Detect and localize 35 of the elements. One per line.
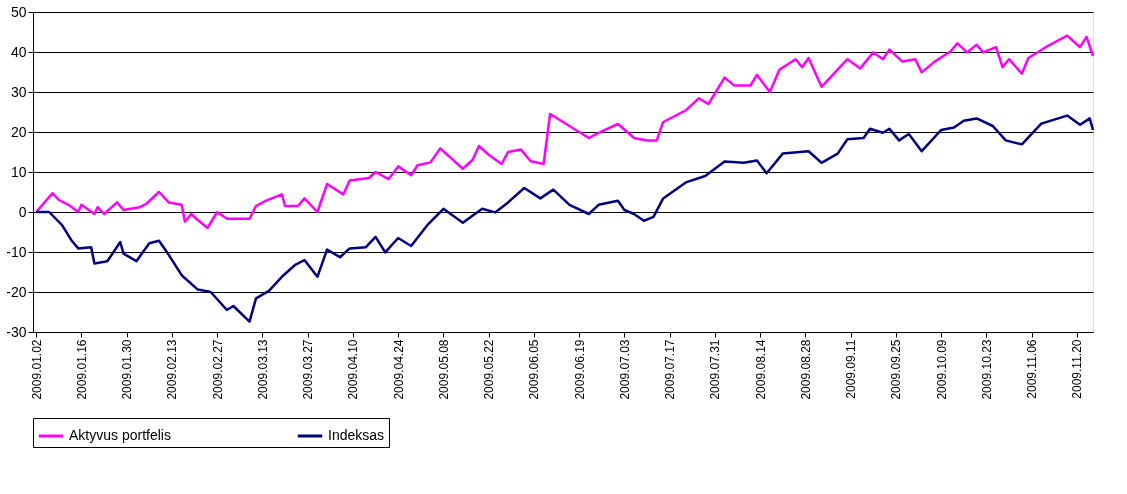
legend-label: Aktyvus portfelis [69, 427, 171, 443]
x-tick-label: 2009.03.27 [301, 339, 316, 400]
y-tick-label: 50 [10, 3, 27, 20]
y-tick-label: 20 [10, 123, 27, 140]
x-tick-label: 2009.07.03 [617, 339, 632, 400]
y-tick-label: 40 [10, 43, 27, 60]
x-tick-label: 2009.01.02 [29, 339, 44, 400]
x-tick-label: 2009.11.06 [1025, 339, 1040, 399]
x-tick-label: 2009.10.09 [934, 339, 949, 400]
x-tick-label: 2009.04.10 [346, 339, 361, 400]
y-tick-label: -10 [6, 243, 27, 260]
x-tick-label: 2009.08.28 [798, 339, 813, 400]
x-tick-label: 2009.06.19 [572, 339, 587, 400]
x-tick-label: 2009.03.13 [255, 339, 270, 400]
x-tick-label: 2009.02.13 [165, 339, 180, 400]
x-tick-label: 2009.05.22 [482, 339, 497, 400]
y-tick-label: 30 [10, 83, 27, 100]
x-tick-label: 2009.01.16 [74, 339, 89, 400]
x-tick-label: 2009.01.30 [120, 339, 135, 400]
y-tick-label: 0 [18, 203, 27, 220]
x-tick-label: 2009.07.17 [663, 339, 678, 400]
x-tick-label: 2009.07.31 [708, 339, 723, 400]
x-tick-label: 2009.08.14 [753, 339, 768, 400]
x-tick-label: 2009.05.08 [436, 339, 451, 400]
y-tick-label: 10 [10, 163, 27, 180]
legend-label: Indeksas [328, 427, 385, 443]
x-tick-label: 2009.06.05 [527, 339, 542, 400]
y-tick-label: -20 [6, 283, 27, 300]
x-tick-label: 2009.11.20 [1070, 339, 1085, 399]
y-tick-label: -30 [6, 323, 27, 340]
x-tick-label: 2009.10.23 [979, 339, 994, 400]
x-tick-label: 2009.09.25 [889, 339, 904, 400]
x-tick-label: 2009.04.24 [391, 339, 406, 400]
x-tick-label: 2009.09.11 [844, 339, 859, 399]
x-tick-label: 2009.02.27 [210, 339, 225, 400]
